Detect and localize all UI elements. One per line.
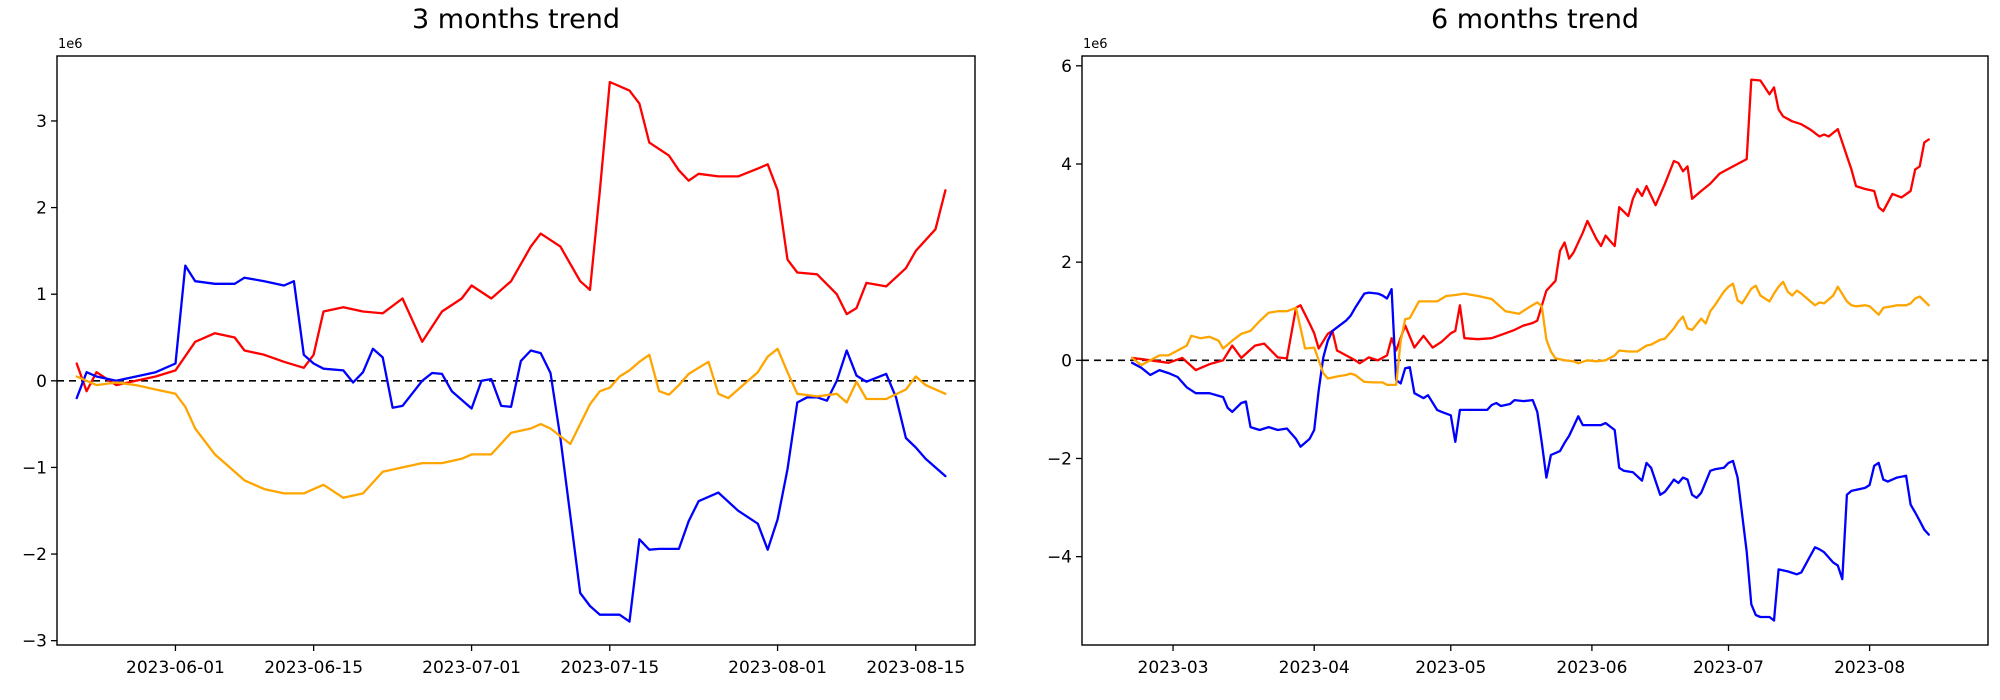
y-tick-label: 2 — [36, 199, 47, 219]
x-tick-label: 2023-07-01 — [422, 658, 521, 678]
series-line-blue — [1130, 287, 1930, 622]
x-tick-label: 2023-04 — [1279, 658, 1350, 678]
y-axis: −4 −2 0 2 4 6 — [1047, 57, 1082, 568]
plot-border — [56, 55, 976, 646]
y-tick-label: 3 — [36, 112, 47, 132]
x-tick-label: 2023-07 — [1693, 658, 1764, 678]
y-axis-offset-label-right: 1e6 — [1083, 37, 1108, 52]
y-axis-offset-label-left: 1e6 — [58, 37, 83, 52]
x-tick-label: 2023-06-01 — [126, 658, 225, 678]
y-tick-label: −4 — [1047, 548, 1072, 568]
x-tick-label: 2023-05 — [1415, 658, 1486, 678]
series-line-orange — [1130, 280, 1930, 387]
plot-border — [1081, 55, 1989, 646]
x-tick-label: 2023-03 — [1138, 658, 1209, 678]
chart-3-months-trend: 3 months trend 1e6 −3 −2 −1 0 1 2 3 2023-06-01 2… — [22, 4, 976, 678]
x-tick-label: 2023-06 — [1556, 658, 1627, 678]
chart-6-months-trend: 6 months trend 1e6 −4 −2 0 2 4 6 2023-03 2023-0… — [1000, 0, 2000, 700]
chart-title-6-months: 6 months trend — [1431, 4, 1639, 35]
x-axis: 2023-06-01 2023-06-15 2023-07-01 2023-07-15… — [126, 645, 965, 678]
series-line-orange — [75, 347, 947, 499]
series-line-red — [75, 80, 947, 393]
x-tick-label: 2023-07-15 — [560, 658, 659, 678]
series-line-red — [1130, 78, 1930, 372]
x-tick-label: 2023-08-15 — [866, 658, 965, 678]
series-line-blue — [75, 264, 947, 623]
y-tick-label: −2 — [22, 545, 47, 565]
plot-area-3-months: −3 −2 −1 0 1 2 3 2023-06-01 2023-06-15 2023-07-01… — [22, 55, 976, 678]
y-tick-label: 6 — [1061, 57, 1072, 77]
chart-title-3-months: 3 months trend — [412, 4, 620, 35]
y-tick-label: 0 — [36, 372, 47, 392]
y-tick-label: 2 — [1061, 253, 1072, 273]
x-tick-label: 2023-08 — [1834, 658, 1905, 678]
x-tick-label: 2023-08-01 — [728, 658, 827, 678]
y-tick-label: −1 — [22, 458, 47, 478]
y-tick-label: 4 — [1061, 155, 1072, 175]
y-tick-label: −2 — [1047, 449, 1072, 469]
x-axis: 2023-03 2023-04 2023-05 2023-06 2023-07 2023-… — [1138, 645, 1905, 678]
y-tick-label: −3 — [22, 632, 47, 652]
y-axis: −3 −2 −1 0 1 2 3 — [22, 112, 57, 652]
x-tick-label: 2023-06-15 — [264, 658, 363, 678]
y-tick-label: 0 — [1061, 351, 1072, 371]
y-tick-label: 1 — [36, 285, 47, 305]
